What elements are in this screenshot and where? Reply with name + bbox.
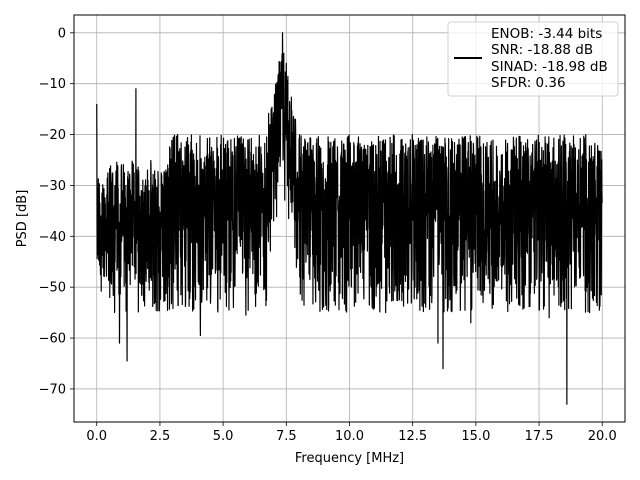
y-tick-label: −70 [39, 382, 66, 397]
y-tick-label: −30 [39, 179, 66, 194]
x-tick-label: 2.5 [150, 429, 171, 444]
y-tick-label: −20 [39, 128, 66, 143]
y-tick-label: −40 [39, 230, 66, 245]
x-tick-label: 10.0 [335, 429, 364, 444]
legend-entry-sfdr: SFDR: 0.36 [491, 75, 566, 91]
legend: ENOB: -3.44 bits SNR: -18.88 dB SINAD: -… [447, 21, 619, 97]
legend-box [447, 21, 619, 97]
x-tick-label: 0.0 [86, 429, 107, 444]
legend-entry-enob: ENOB: -3.44 bits [491, 26, 602, 42]
legend-entry-snr: SNR: -18.88 dB [491, 42, 593, 58]
psd-series [96, 32, 603, 405]
y-tick-label: −50 [39, 281, 66, 296]
y-tick-label: −10 [39, 77, 66, 92]
y-tick-label: −60 [39, 332, 66, 347]
y-tick-label: 0 [58, 26, 66, 41]
legend-entry-sinad: SINAD: -18.98 dB [491, 59, 608, 75]
x-tick-label: 5.0 [213, 429, 234, 444]
y-axis-ticks: 0 −10 −20 −30 −40 −50 −60 −70 [39, 26, 74, 397]
x-axis-ticks: 0.0 2.5 5.0 7.5 10.0 12.5 15.0 17.5 20.0 [86, 422, 617, 444]
x-tick-label: 20.0 [588, 429, 617, 444]
x-tick-label: 17.5 [525, 429, 554, 444]
x-tick-label: 7.5 [276, 429, 297, 444]
x-tick-label: 15.0 [461, 429, 490, 444]
x-axis-label: Frequency [MHz] [295, 451, 404, 466]
y-axis-label: PSD [dB] [15, 190, 30, 248]
psd-line [96, 32, 603, 405]
x-tick-label: 12.5 [398, 429, 427, 444]
